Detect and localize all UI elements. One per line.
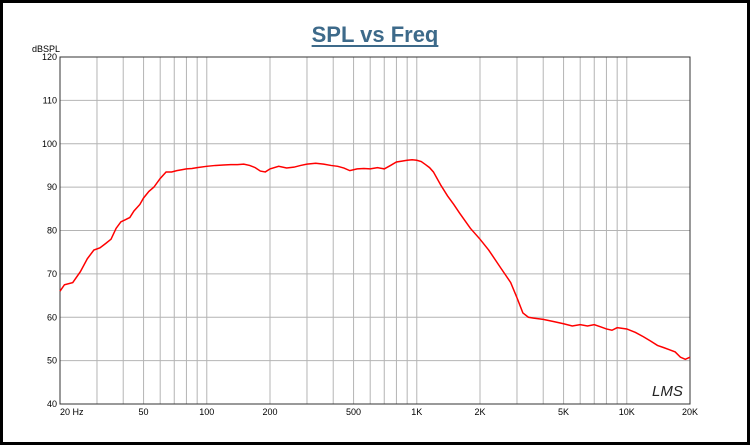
y-tick-labels: 40 50 60 70 80 90 100 110 120 xyxy=(42,52,57,409)
x-tick-label: 100 xyxy=(199,407,214,417)
y-tick-label: 90 xyxy=(47,182,57,192)
x-tick-label: 20K xyxy=(682,407,698,417)
x-tick-label: 50 xyxy=(139,407,149,417)
x-tick-labels: 20 Hz 50 100 200 500 1K 2K 5K 10K 20K xyxy=(60,407,698,417)
plot-area xyxy=(59,56,691,405)
y-tick-label: 60 xyxy=(47,312,57,322)
y-tick-label: 120 xyxy=(42,52,57,62)
x-tick-label: 2K xyxy=(474,407,485,417)
series-line xyxy=(59,159,691,361)
y-tick-label: 70 xyxy=(47,269,57,279)
y-tick-label: 100 xyxy=(42,139,57,149)
y-tick-label: 50 xyxy=(47,356,57,366)
y-tick-label: 80 xyxy=(47,226,57,236)
y-axis-label: dBSPL xyxy=(32,44,60,54)
x-tick-label: 10K xyxy=(619,407,635,417)
x-tick-label: 500 xyxy=(346,407,361,417)
grid xyxy=(59,56,691,405)
x-tick-label: 5K xyxy=(558,407,569,417)
y-tick-label: 110 xyxy=(43,95,57,105)
y-tick-label: 40 xyxy=(47,399,57,409)
lms-watermark: LMS xyxy=(652,383,683,400)
x-tick-label: 200 xyxy=(262,407,277,417)
x-tick-label: 1K xyxy=(411,407,422,417)
x-tick-label: 20 Hz xyxy=(60,407,84,417)
chart-title: SPL vs Freq xyxy=(312,22,439,47)
